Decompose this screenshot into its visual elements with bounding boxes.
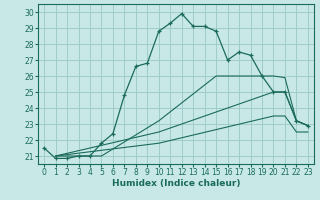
- X-axis label: Humidex (Indice chaleur): Humidex (Indice chaleur): [112, 179, 240, 188]
